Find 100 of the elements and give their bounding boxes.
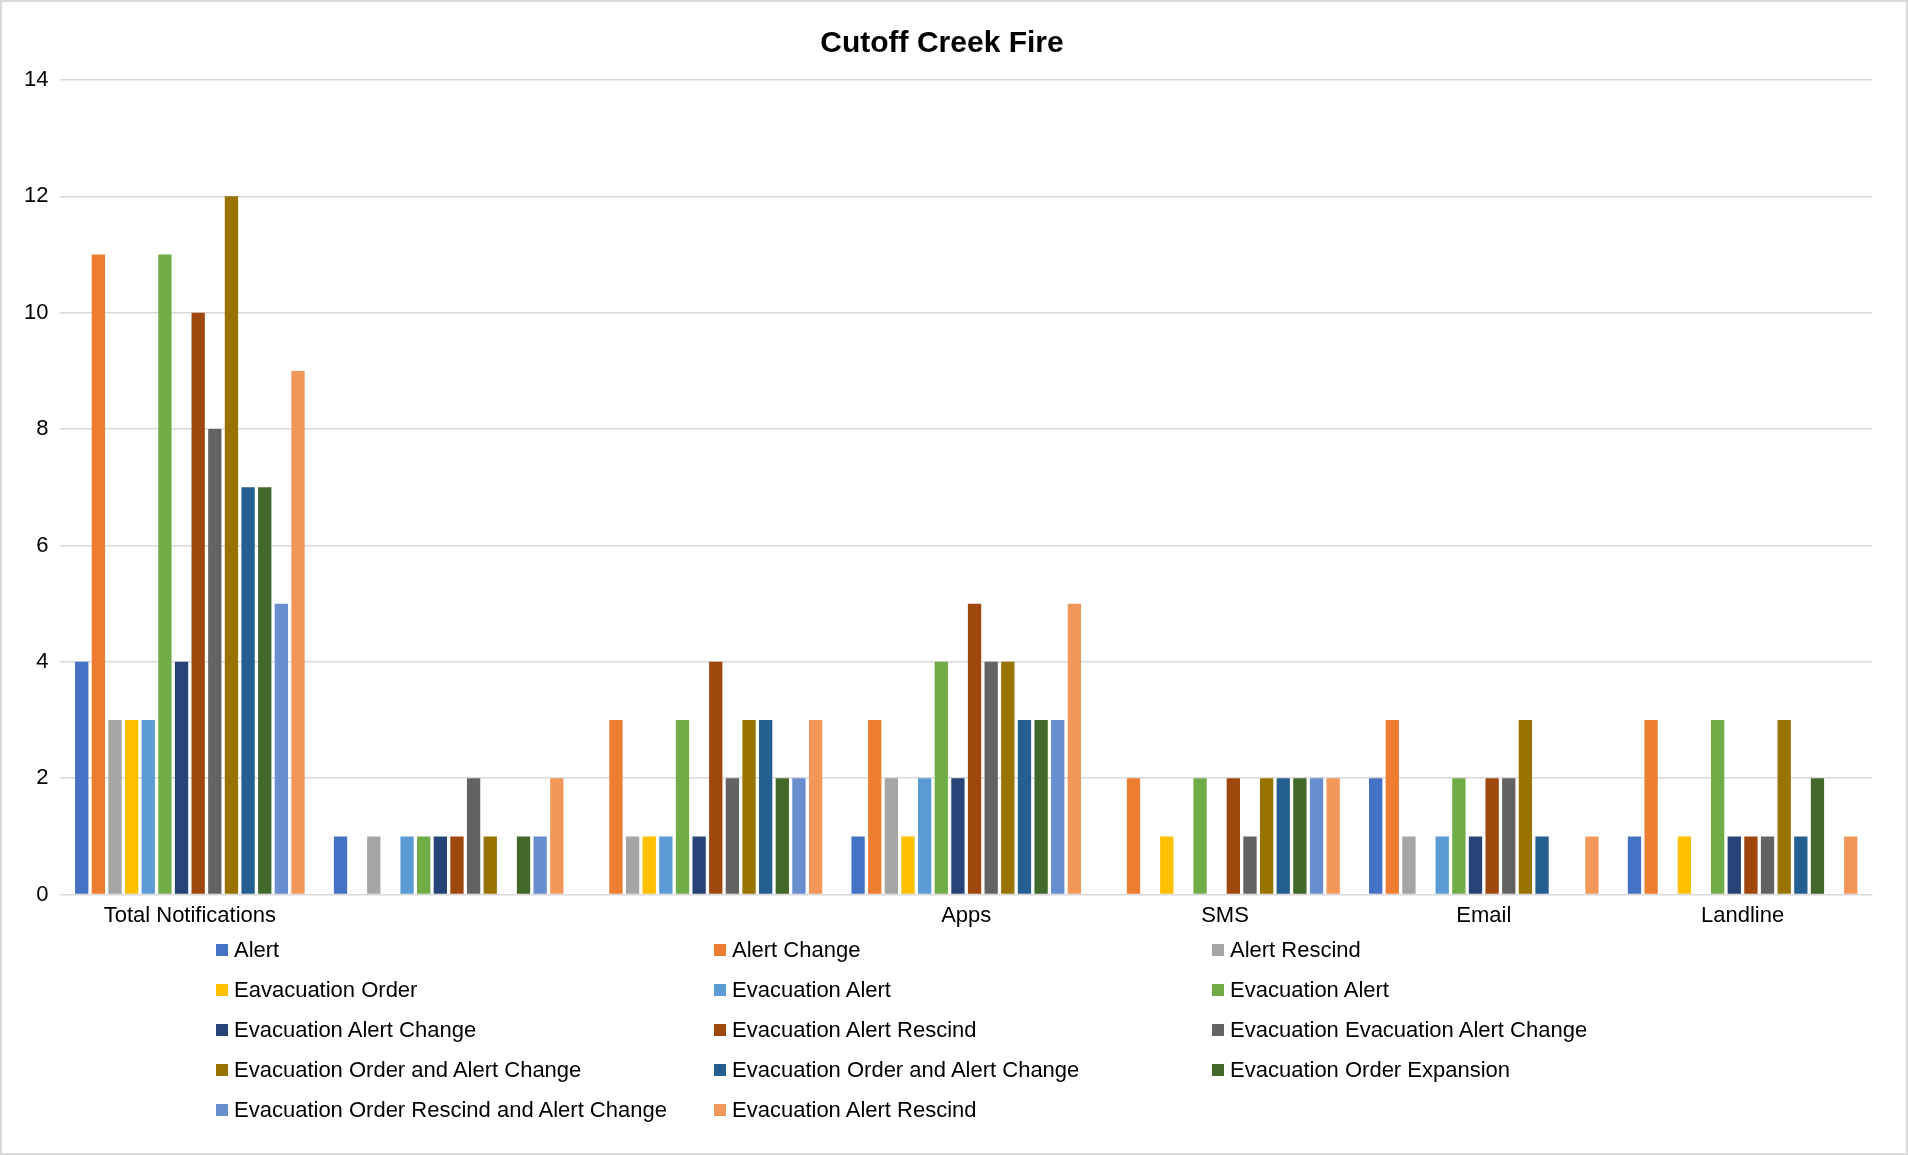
y-tick-label: 10	[23, 298, 49, 324]
bar	[934, 661, 948, 894]
bar	[1468, 836, 1483, 894]
legend-label: Evacuation Order Expansion	[1230, 1057, 1511, 1083]
bar	[792, 778, 806, 894]
bar	[533, 836, 547, 894]
bar	[1744, 836, 1758, 894]
bar	[224, 196, 239, 894]
bar	[609, 720, 623, 894]
x-tick-label: Apps	[941, 901, 992, 927]
x-tick-label: Email	[1456, 901, 1512, 927]
bar	[158, 254, 172, 894]
legend-label: Evacuation Alert	[1230, 977, 1389, 1003]
bar	[75, 661, 89, 894]
legend-label: Evacuation Evacuation Alert Change	[1230, 1017, 1588, 1043]
bar	[775, 778, 789, 894]
bar	[984, 661, 998, 894]
bar	[951, 778, 965, 894]
bar	[659, 836, 673, 894]
bar	[692, 836, 706, 894]
bar	[1243, 836, 1257, 894]
bar	[1126, 778, 1141, 894]
legend-label: Evacuation Alert Rescind	[732, 1097, 977, 1123]
bar	[1585, 836, 1599, 894]
bar	[884, 778, 899, 894]
bar	[808, 720, 823, 894]
y-tick-label: 6	[36, 531, 49, 557]
bar	[1518, 720, 1533, 894]
bar	[1051, 720, 1065, 894]
bar	[108, 720, 122, 894]
bar	[1309, 778, 1324, 894]
legend-label: Evacuation Order and Alert Change	[732, 1057, 1080, 1083]
bar	[1777, 720, 1791, 894]
bar	[241, 487, 255, 894]
bar	[450, 836, 464, 894]
bar	[851, 836, 865, 894]
legend-label: Alert	[234, 937, 280, 963]
bar	[625, 836, 640, 894]
bar	[1627, 836, 1642, 894]
bar	[1711, 720, 1725, 894]
bar	[1677, 836, 1692, 894]
y-tick-label: 2	[36, 764, 49, 790]
y-tick-label: 14	[23, 66, 49, 92]
bar	[1226, 778, 1240, 894]
bar	[208, 429, 222, 894]
bar	[124, 720, 139, 894]
bar	[1402, 836, 1416, 894]
legend-label: Evacuation Order and Alert Change	[234, 1057, 582, 1083]
bar	[333, 836, 348, 894]
bar	[1644, 720, 1658, 894]
bar	[550, 778, 564, 894]
bar	[1502, 778, 1516, 894]
bar	[1485, 778, 1499, 894]
y-tick-label: 8	[36, 415, 49, 441]
bar	[742, 720, 756, 894]
bar	[1760, 836, 1775, 894]
bar	[400, 836, 414, 894]
bar	[917, 778, 932, 894]
bar	[174, 661, 189, 894]
bar	[367, 836, 381, 894]
bar	[675, 720, 690, 894]
bar	[1810, 778, 1825, 894]
bar	[1435, 836, 1449, 894]
bar	[1369, 778, 1383, 894]
bar	[901, 836, 915, 894]
bar	[516, 836, 531, 894]
legend-label: Evacuation Alert	[732, 977, 891, 1003]
bar	[141, 720, 155, 894]
bar	[274, 603, 289, 894]
legend-label: Evacuation Alert Change	[234, 1017, 477, 1043]
bar	[642, 836, 656, 894]
bar	[1535, 836, 1549, 894]
bar	[1034, 720, 1048, 894]
bar	[433, 836, 447, 894]
bar	[1385, 720, 1399, 894]
legend-label: Evacuation Order Rescind and Alert Change	[234, 1097, 667, 1123]
bar	[1259, 778, 1274, 894]
y-tick-label: 0	[36, 880, 49, 906]
bar	[91, 254, 106, 894]
bar	[1326, 778, 1340, 894]
y-tick-label: 12	[23, 182, 49, 208]
legend-label: Alert Change	[732, 937, 861, 963]
bar	[1193, 778, 1207, 894]
bar	[466, 778, 481, 894]
bar	[1844, 836, 1858, 894]
x-tick-label: Total Notifications	[103, 901, 277, 927]
bar	[1794, 836, 1808, 894]
bar	[291, 370, 305, 894]
bar	[868, 720, 882, 894]
bar	[967, 603, 982, 894]
bar	[725, 778, 740, 894]
x-tick-label: Landline	[1701, 901, 1785, 927]
bar	[1452, 778, 1466, 894]
bar	[1293, 778, 1307, 894]
legend-label: Evacuation Alert Rescind	[732, 1017, 977, 1043]
legend-label: Alert Rescind	[1230, 937, 1361, 963]
bar	[1160, 836, 1174, 894]
bar	[1727, 836, 1741, 894]
bar	[483, 836, 497, 894]
bar	[759, 720, 773, 894]
